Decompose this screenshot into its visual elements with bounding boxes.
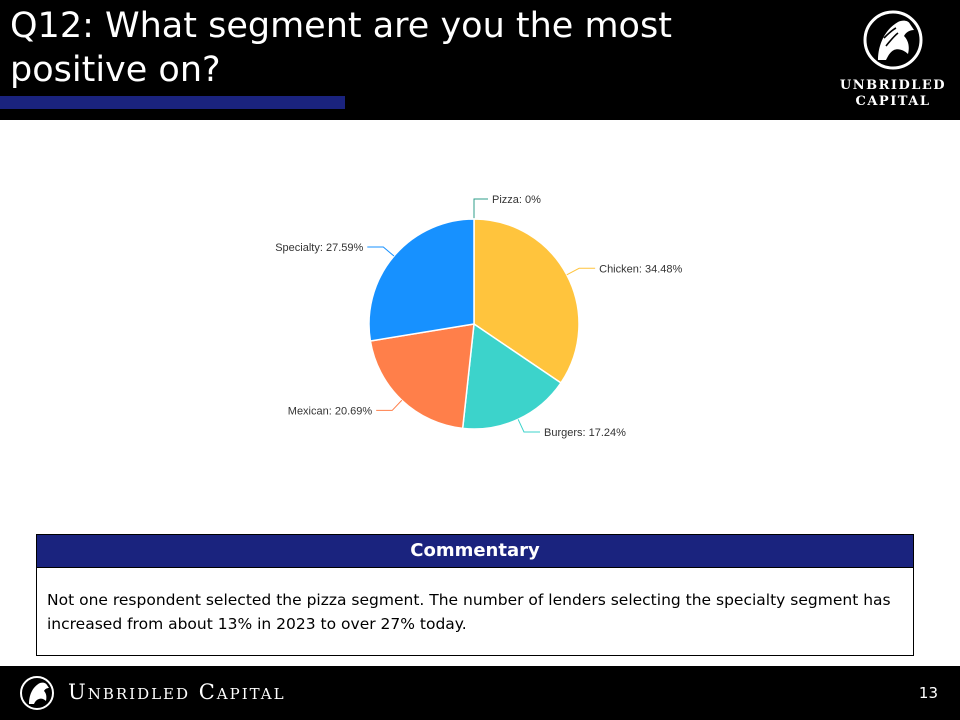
commentary-heading: Commentary [37,535,913,568]
data-label-burgers: Burgers: 17.24% [544,427,626,439]
leader-line-mexican [376,399,403,411]
leader-line-specialty [367,246,395,257]
pie-chart-svg: Pizza: 0% Chicken: 34.48% Burgers: 17.24% M… [275,194,682,439]
data-label-chicken: Chicken: 34.48% [599,263,682,275]
footer-brand: Unbridled Capital [68,680,286,704]
header-bar: Q12: What segment are you the most posit… [0,0,960,120]
pie-slice-chicken [473,218,580,384]
page-number: 13 [918,684,938,702]
leader-line-burgers [517,419,540,433]
horse-logo-icon [20,676,54,710]
brand-name-line1: UNBRIDLED [839,78,947,93]
commentary-text: Not one respondent selected the pizza se… [47,591,891,633]
pie-slice-mexican [369,323,475,430]
pie-chart: Pizza: 0% Chicken: 34.48% Burgers: 17.24% M… [230,180,730,460]
horse-logo-icon [863,10,923,70]
pie-slice-specialty [368,218,475,342]
footer-bar: Unbridled Capital 13 [0,666,960,720]
data-label-pizza: Pizza: 0% [492,194,541,206]
page-title: Q12: What segment are you the most posit… [10,6,672,90]
data-label-mexican: Mexican: 20.69% [288,405,373,417]
title-underline-bar [0,96,345,109]
brand-name-line2: CAPITAL [855,94,931,109]
brand-logo: UNBRIDLED CAPITAL [838,8,948,112]
leader-line-pizza [473,198,488,219]
data-label-specialty: Specialty: 27.59% [275,242,363,254]
commentary-box: Commentary Not one respondent selected t… [36,534,914,656]
leader-line-chicken [566,267,596,276]
